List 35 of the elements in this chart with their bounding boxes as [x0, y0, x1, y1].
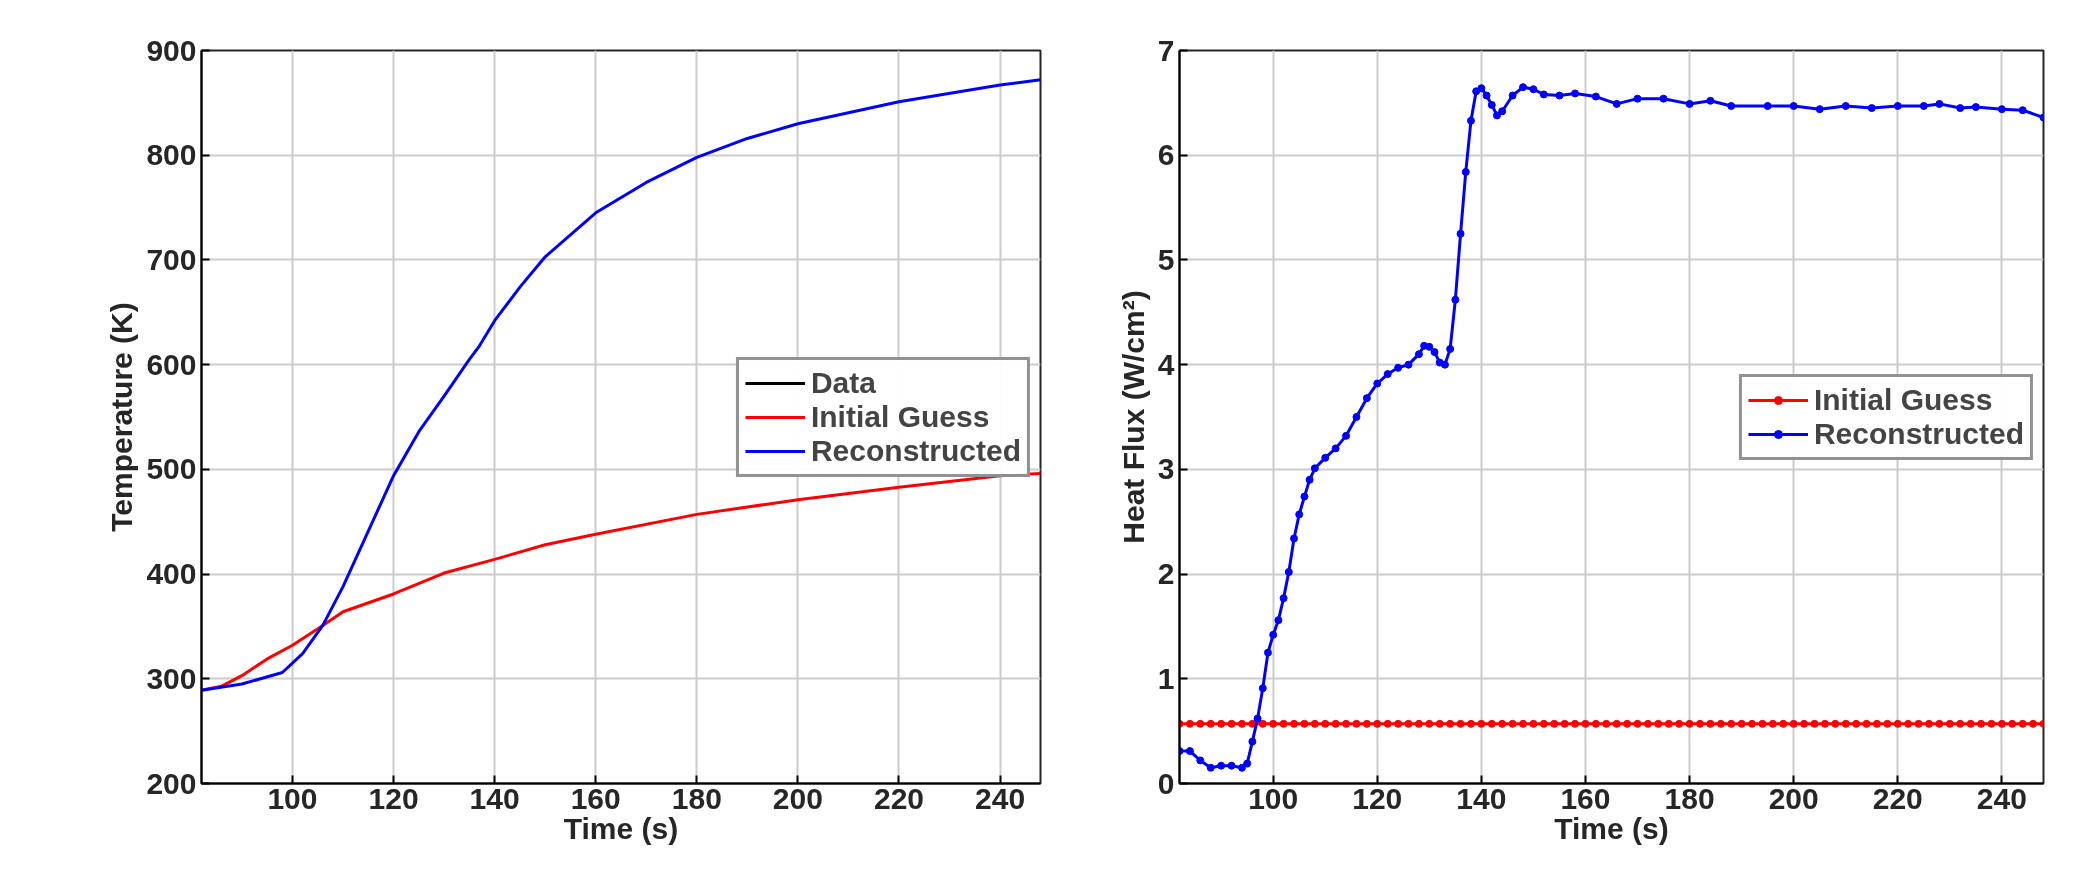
- y-tick-label: 900: [146, 33, 197, 67]
- y-tick-label: 2: [1157, 557, 1175, 591]
- x-tick-label: 140: [469, 781, 520, 815]
- x-tick-label: 240: [975, 781, 1026, 815]
- y-tick-label: 500: [146, 452, 197, 486]
- y-tick-label: 3: [1157, 452, 1175, 486]
- x-tick-label: 220: [873, 781, 925, 815]
- y-tick-label: 0: [1157, 766, 1175, 800]
- x-tick-label: 100: [1248, 781, 1299, 815]
- legend-label: Reconstructed: [1813, 416, 2024, 451]
- y-tick-label: 1: [1157, 661, 1175, 695]
- y-tick-label: 600: [146, 347, 197, 381]
- legend-label: Data: [810, 365, 876, 400]
- x-tick-label: 120: [1352, 781, 1403, 815]
- y-tick-label: 800: [146, 138, 197, 172]
- y-tick-label: 7: [1157, 33, 1175, 67]
- x-tick-label: 220: [1872, 781, 1923, 815]
- y-tick-label: 700: [146, 242, 197, 276]
- x-tick-label: 120: [368, 781, 419, 815]
- x-tick-label: 100: [267, 781, 318, 815]
- y-tick-label: 400: [146, 557, 197, 591]
- line-series: [201, 78, 1041, 692]
- legend-label: Initial Guess: [1813, 382, 1993, 417]
- y-tick-label: 300: [146, 661, 197, 695]
- x-tick-label: 200: [772, 781, 823, 815]
- legend-label: Reconstructed: [810, 433, 1021, 468]
- y-axis-title: Temperature (K): [105, 302, 139, 532]
- y-tick-label: 5: [1157, 242, 1175, 276]
- y-axis-title: Heat Flux (W/cm²): [1116, 290, 1150, 544]
- y-tick-label: 4: [1157, 347, 1175, 381]
- legend-label: Initial Guess: [810, 399, 990, 434]
- x-tick-label: 140: [1456, 781, 1507, 815]
- x-tick-label: 200: [1768, 781, 1819, 815]
- y-tick-label: 6: [1157, 138, 1175, 172]
- x-tick-label: 240: [1976, 781, 2027, 815]
